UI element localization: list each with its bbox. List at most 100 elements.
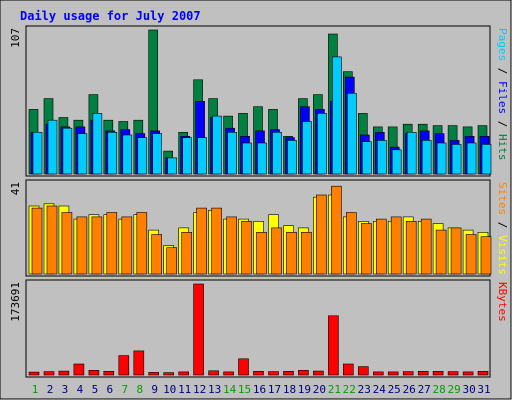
bar-hits-pages-day-24 — [376, 140, 387, 175]
x-tick-label-day-25: 25 — [388, 383, 401, 396]
bar-hits-pages-day-12 — [197, 137, 207, 175]
legend-part: Pages — [496, 28, 509, 61]
x-tick-label-day-21: 21 — [328, 383, 341, 396]
x-tick-label-day-29: 29 — [447, 383, 460, 396]
bar-kbytes-kbytes-day-20 — [313, 370, 324, 376]
bar-visits-sites-day-9 — [151, 234, 162, 275]
bar-kbytes-kbytes-day-25 — [387, 371, 399, 376]
bar-hits-pages-day-28 — [436, 142, 447, 175]
x-tick-label-day-11: 11 — [178, 383, 191, 396]
bar-visits-sites-day-20 — [316, 194, 327, 275]
bar-kbytes-kbytes-day-15 — [238, 358, 249, 376]
x-tick-label-day-10: 10 — [163, 383, 176, 396]
bar-hits-pages-day-19 — [302, 121, 312, 175]
bar-kbytes-kbytes-day-4 — [73, 363, 85, 376]
bar-kbytes-kbytes-day-29 — [447, 371, 459, 376]
bar-hits-pages-day-5 — [92, 113, 103, 175]
bar-hits-pages-day-6 — [107, 132, 118, 175]
bar-visits-sites-day-17 — [271, 227, 282, 275]
x-tick-label-day-28: 28 — [432, 383, 445, 396]
bar-kbytes-kbytes-day-22 — [342, 363, 354, 376]
panel-kbytes-ymax-label: 173691 — [9, 282, 22, 322]
bar-visits-sites-day-18 — [286, 232, 297, 275]
bar-kbytes-kbytes-day-17 — [268, 371, 279, 376]
bar-kbytes-kbytes-day-30 — [462, 371, 474, 376]
bar-visits-sites-day-2 — [46, 205, 58, 275]
x-tick-label-day-24: 24 — [373, 383, 387, 396]
bar-visits-sites-day-3 — [61, 212, 73, 275]
bar-visits-sites-day-26 — [405, 221, 417, 275]
x-tick-label-day-9: 9 — [151, 383, 158, 396]
bar-hits-pages-day-22 — [346, 93, 357, 175]
bar-visits-sites-day-21 — [331, 185, 342, 275]
bar-visits-sites-day-14 — [226, 216, 237, 275]
bar-visits-sites-day-1 — [31, 207, 43, 275]
bar-hits-pages-day-9 — [152, 133, 162, 175]
x-tick-label-day-27: 27 — [418, 383, 431, 396]
bar-visits-sites-day-30 — [465, 234, 477, 275]
bar-hits-pages-day-21 — [332, 56, 342, 175]
x-tick-label-day-2: 2 — [47, 383, 54, 396]
bar-hits-pages-day-16 — [257, 142, 267, 175]
x-tick-label-day-5: 5 — [92, 383, 99, 396]
bar-kbytes-kbytes-day-13 — [208, 370, 219, 376]
bar-visits-sites-day-28 — [435, 229, 447, 275]
bar-hits-pages-day-27 — [421, 140, 432, 175]
panel-hits-legend-label: Pages / Files / Hits — [496, 28, 509, 161]
bar-hits-pages-day-30 — [466, 142, 477, 175]
bar-kbytes-kbytes-day-24 — [372, 371, 384, 376]
bar-kbytes-kbytes-day-5 — [88, 369, 100, 376]
bar-hits-pages-day-3 — [62, 127, 73, 175]
x-tick-label-day-30: 30 — [462, 383, 475, 396]
legend-part: Hits — [496, 134, 509, 161]
bar-kbytes-kbytes-day-18 — [283, 370, 294, 376]
bar-visits-sites-day-27 — [420, 218, 432, 275]
bar-visits-sites-day-7 — [121, 216, 133, 275]
bar-hits-pages-day-13 — [212, 115, 222, 175]
panel-kbytes-legend-label: KBytes — [496, 282, 509, 322]
panel-kbytes-frame — [25, 279, 491, 378]
bar-hits-pages-day-20 — [317, 113, 327, 175]
x-tick-label-day-4: 4 — [77, 383, 84, 396]
chart-title: Daily usage for July 2007 — [20, 9, 201, 23]
bar-kbytes-kbytes-day-21 — [328, 315, 339, 376]
bar-kbytes-kbytes-day-23 — [357, 366, 369, 376]
bar-visits-sites-day-16 — [256, 232, 267, 275]
bar-kbytes-kbytes-day-1 — [28, 371, 40, 376]
x-tick-label-day-18: 18 — [283, 383, 296, 396]
x-tick-label-day-13: 13 — [208, 383, 221, 396]
legend-part: Visits — [496, 235, 509, 275]
x-tick-label-day-6: 6 — [106, 383, 113, 396]
legend-part: Files — [496, 81, 509, 114]
x-tick-label-day-20: 20 — [313, 383, 326, 396]
bar-hits-pages-day-2 — [47, 119, 58, 175]
bar-visits-sites-day-8 — [136, 212, 148, 275]
x-tick-label-day-26: 26 — [403, 383, 416, 396]
bar-hits-pages-day-10 — [167, 157, 177, 175]
x-tick-label-day-1: 1 — [32, 383, 39, 396]
x-tick-label-day-3: 3 — [62, 383, 69, 396]
bar-kbytes-kbytes-day-10 — [163, 372, 174, 376]
bar-hits-pages-day-31 — [481, 144, 492, 175]
bar-visits-sites-day-11 — [181, 232, 192, 275]
bar-hits-pages-day-1 — [32, 132, 43, 175]
bar-visits-sites-day-10 — [166, 247, 177, 275]
bar-hits-pages-day-26 — [406, 132, 417, 175]
x-tick-label-day-14: 14 — [223, 383, 237, 396]
bar-hits-pages-day-4 — [77, 133, 88, 175]
x-tick-label-day-19: 19 — [298, 383, 311, 396]
bar-visits-sites-day-5 — [91, 216, 103, 275]
bar-visits-sites-day-24 — [375, 218, 387, 275]
bar-hits-pages-day-25 — [391, 149, 402, 175]
bar-visits-sites-day-19 — [301, 232, 312, 275]
bar-hits-pages-day-29 — [451, 144, 462, 175]
legend-part: / — [496, 61, 509, 81]
bar-hits-pages-day-15 — [242, 142, 252, 175]
legend-part: / — [496, 215, 509, 235]
legend-part: / — [496, 114, 509, 134]
bar-hits-pages-day-14 — [227, 132, 237, 175]
bar-kbytes-kbytes-day-9 — [148, 372, 159, 376]
bar-visits-sites-day-23 — [360, 223, 372, 275]
